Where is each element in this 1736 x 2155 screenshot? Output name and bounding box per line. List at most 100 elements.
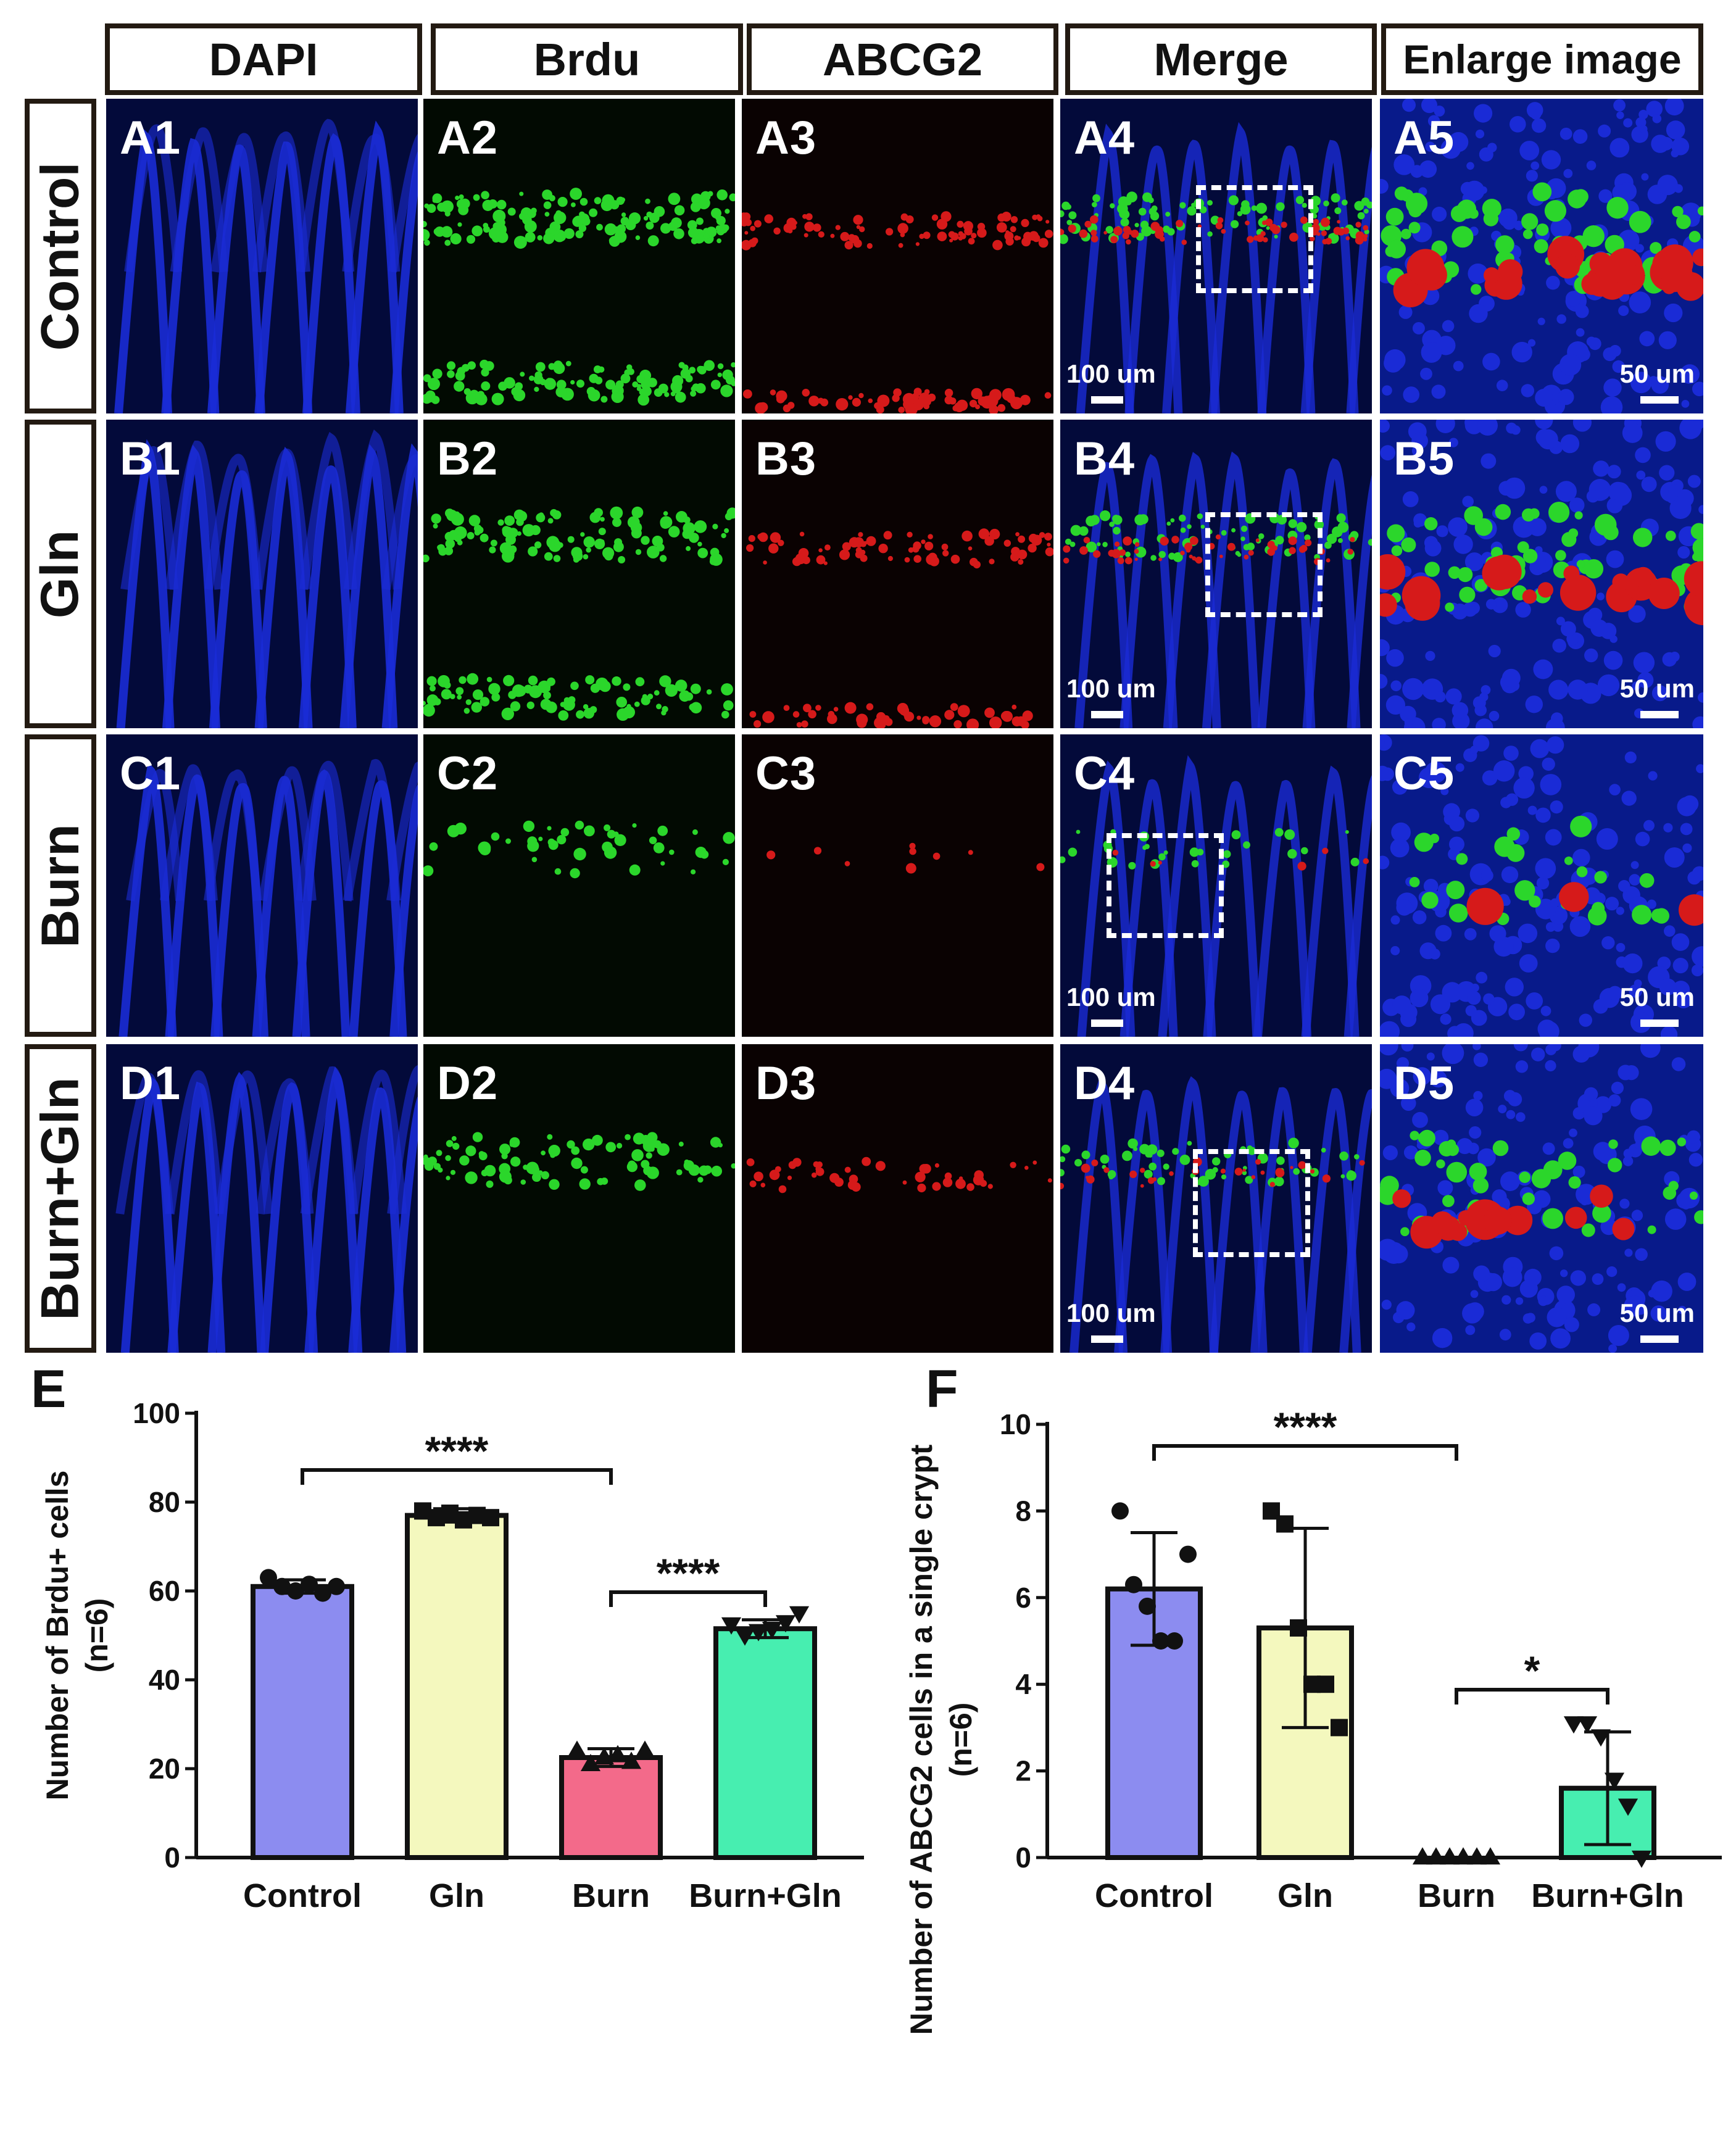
data-point xyxy=(1317,1675,1334,1693)
scale-bar-label: 50 um xyxy=(1619,1298,1695,1327)
micrograph-panel-d1: D1 xyxy=(106,1044,418,1353)
bar xyxy=(251,1584,354,1860)
row-label-text: Gln xyxy=(30,529,90,618)
zoom-region-box xyxy=(1193,1149,1310,1257)
micrograph-image xyxy=(423,1044,735,1353)
panel-label: A3 xyxy=(755,112,817,164)
data-point xyxy=(634,1740,655,1758)
significance-label: **** xyxy=(425,1428,489,1474)
row-label-gln: Gln xyxy=(25,420,96,728)
y-axis-label: Number of Brdu+ cells (n=6) xyxy=(40,1471,114,1801)
panel-label: B2 xyxy=(437,433,499,485)
data-point xyxy=(1453,1847,1474,1865)
panel-label: C2 xyxy=(437,747,499,800)
column-header-enlarge: Enlarge image xyxy=(1381,23,1703,95)
data-point xyxy=(287,1582,304,1600)
data-point xyxy=(301,1576,318,1593)
panel-label: B3 xyxy=(755,433,817,485)
data-point xyxy=(1179,1545,1197,1563)
micrograph-image xyxy=(742,99,1053,413)
significance-bracket xyxy=(1152,1444,1458,1461)
micrograph-panel-c5: C5 50 um xyxy=(1380,734,1703,1037)
micrograph-panel-a2: A2 xyxy=(423,99,735,413)
data-points xyxy=(414,1502,499,1529)
panel-label: D4 xyxy=(1074,1057,1136,1110)
data-points xyxy=(567,1740,655,1771)
x-tick-label: Burn+Gln xyxy=(689,1877,842,1914)
data-point xyxy=(1480,1847,1501,1865)
x-tick-label: Burn xyxy=(1418,1877,1495,1914)
data-point xyxy=(1412,1847,1433,1865)
zoom-region-box xyxy=(1205,512,1323,617)
panel-label: B4 xyxy=(1074,433,1136,485)
y-tick-label: 40 xyxy=(149,1664,180,1696)
micrograph-image xyxy=(1060,99,1372,413)
micrograph-image xyxy=(1060,1044,1372,1353)
data-point xyxy=(273,1577,291,1595)
scale-bar-label: 100 um xyxy=(1066,359,1156,388)
x-tick-label: Control xyxy=(243,1877,362,1914)
row-label-control: Control xyxy=(25,99,96,413)
y-axis-label-line: (n=6) xyxy=(944,1703,978,1777)
data-point xyxy=(1577,1716,1598,1734)
data-point xyxy=(1166,1632,1183,1650)
data-point xyxy=(1276,1515,1294,1533)
scale-bar xyxy=(1640,711,1679,718)
data-point xyxy=(1563,1716,1584,1734)
panel-label: A1 xyxy=(120,112,181,164)
row-label-text: Burn+Gln xyxy=(30,1076,90,1321)
scale-bar-label: 50 um xyxy=(1619,359,1695,388)
data-point xyxy=(734,1628,755,1646)
column-header-dapi: DAPI xyxy=(105,23,422,95)
micrograph-image xyxy=(742,1044,1053,1353)
micrograph-panel-c4: C4 100 um xyxy=(1060,734,1372,1037)
data-point xyxy=(607,1745,628,1763)
chart-panel-label: E xyxy=(31,1360,66,1419)
micrograph-image xyxy=(742,420,1053,728)
significance-label: * xyxy=(1524,1648,1540,1693)
data-point xyxy=(328,1577,345,1595)
panel-label: C5 xyxy=(1393,747,1455,800)
data-point xyxy=(1125,1576,1142,1593)
bar xyxy=(405,1513,509,1861)
y-tick-label: 2 xyxy=(1015,1755,1031,1787)
y-axis-label-line: Number of Brdu+ cells xyxy=(40,1471,75,1801)
panel-label: B5 xyxy=(1393,433,1455,485)
data-point xyxy=(1466,1847,1487,1865)
data-point xyxy=(721,1617,742,1635)
data-point xyxy=(1631,1850,1652,1868)
scale-bar-label: 100 um xyxy=(1066,982,1156,1011)
row-label-burn: Burn xyxy=(25,734,96,1037)
x-tick-label: Burn+Gln xyxy=(1531,1877,1684,1914)
x-tick-label: Gln xyxy=(1277,1877,1333,1914)
y-tick-label: 20 xyxy=(149,1753,180,1785)
micrograph-panel-d4: D4 100 um xyxy=(1060,1044,1372,1353)
panel-label: C3 xyxy=(755,747,817,800)
y-tick-label: 4 xyxy=(1015,1668,1031,1700)
data-points xyxy=(721,1606,810,1646)
micrograph-image xyxy=(1060,734,1372,1037)
data-point xyxy=(1604,1772,1625,1790)
significance-bracket xyxy=(609,1590,767,1607)
y-tick-label: 10 xyxy=(1000,1408,1031,1440)
micrograph-image xyxy=(1380,734,1703,1037)
bar xyxy=(559,1755,663,1860)
significance-label: **** xyxy=(1274,1404,1337,1450)
significance-bracket xyxy=(1455,1688,1609,1704)
micrograph-image xyxy=(1380,420,1703,728)
micrograph-image xyxy=(1380,1044,1703,1353)
micrograph-panel-b5: B5 50 um xyxy=(1380,420,1703,728)
scale-bar-label: 50 um xyxy=(1619,674,1695,703)
significance-bracket xyxy=(301,1468,613,1485)
micrograph-image xyxy=(1380,99,1703,413)
data-points xyxy=(1111,1502,1197,1650)
panel-label: D5 xyxy=(1393,1057,1455,1110)
micrograph-panel-d2: D2 xyxy=(423,1044,735,1353)
data-point xyxy=(567,1740,588,1758)
micrograph-panel-d3: D3 xyxy=(742,1044,1053,1353)
data-point xyxy=(1331,1719,1348,1737)
y-tick-label: 80 xyxy=(149,1486,180,1518)
panel-label: B1 xyxy=(120,433,181,485)
x-tick-label: Burn xyxy=(572,1877,650,1914)
panel-label: D1 xyxy=(120,1057,181,1110)
